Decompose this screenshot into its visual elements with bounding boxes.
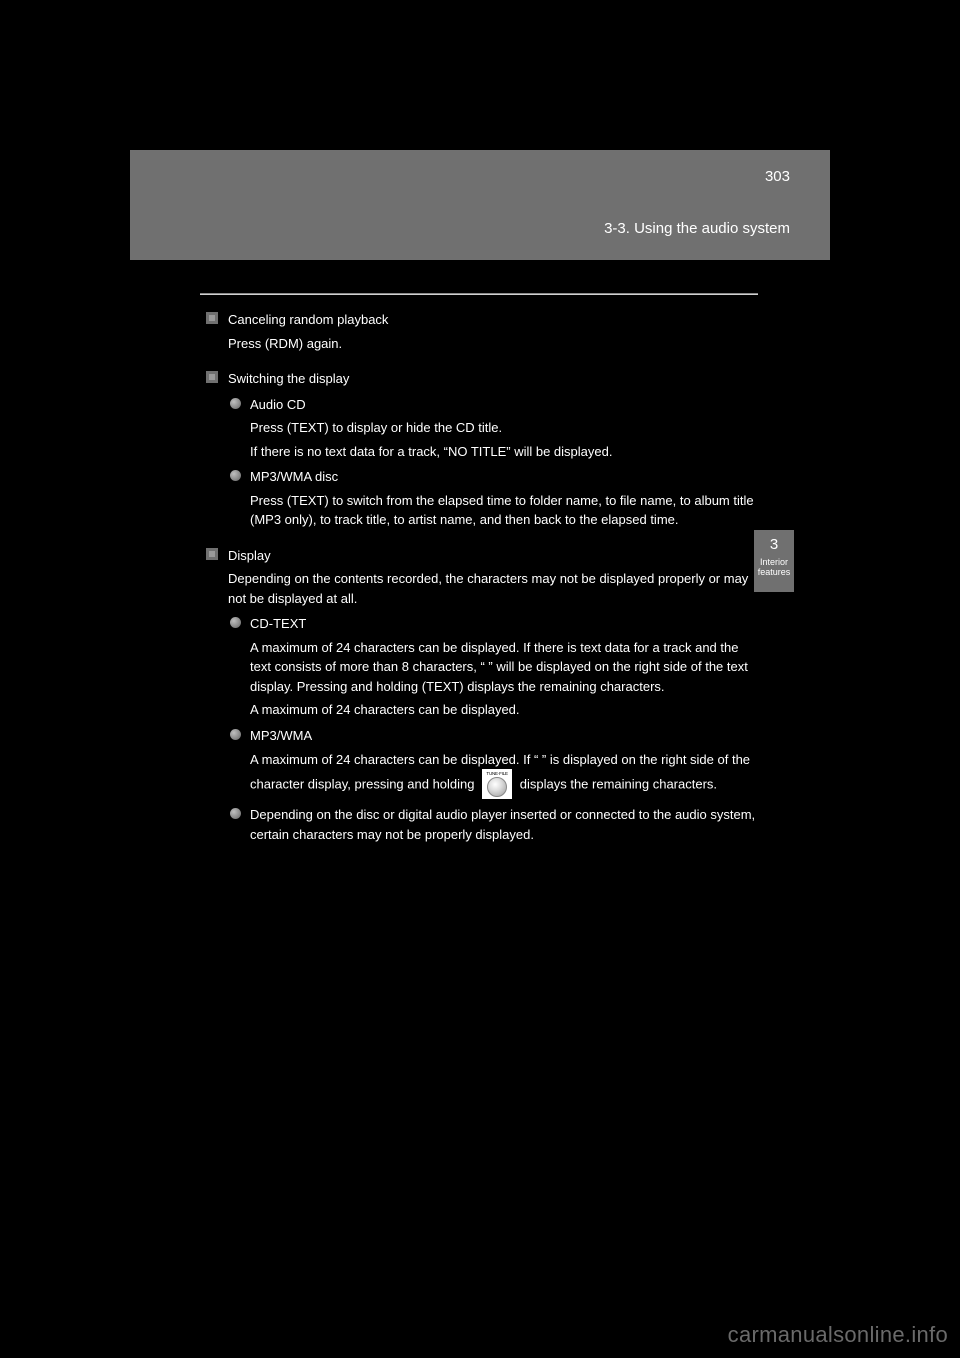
side-tab-caption: Interior features xyxy=(754,557,794,577)
bullet-lead: Audio CD xyxy=(250,395,760,415)
divider-line xyxy=(200,293,758,295)
block-title: Display xyxy=(228,546,760,566)
section-label: 3-3. Using the audio system xyxy=(604,220,790,237)
bullet-after: If there is no text data for a track, “N… xyxy=(250,442,760,462)
content-region: Canceling random playback Press (RDM) ag… xyxy=(200,310,760,860)
block-title: Switching the display xyxy=(228,369,760,389)
bullet-lead: MP3/WMA disc xyxy=(250,467,760,487)
block-body: Press (RDM) again. xyxy=(228,334,760,354)
tune-file-knob-icon: TUNE·FILE xyxy=(482,769,512,799)
bullet-lead: MP3/WMA xyxy=(250,726,760,746)
bullet-after: A maximum of 24 characters can be displa… xyxy=(250,700,760,720)
block-title: Canceling random playback xyxy=(228,310,760,330)
bullet-lead: Depending on the disc or digital audio p… xyxy=(250,805,760,844)
header-band: 303 3-3. Using the audio system xyxy=(130,150,830,260)
page-number: 303 xyxy=(765,168,790,185)
bullet-cd-text: CD-TEXT A maximum of 24 characters can b… xyxy=(228,614,760,720)
round-bullet-icon xyxy=(230,808,241,819)
bullet-body-with-knob: A maximum of 24 characters can be displa… xyxy=(250,749,760,799)
bullet-audio-cd: Audio CD Press (TEXT) to display or hide… xyxy=(228,395,760,462)
round-bullet-icon xyxy=(230,398,241,409)
body-after: displays the remaining characters. xyxy=(520,777,717,792)
bullet-mp3-wma-2: MP3/WMA A maximum of 24 characters can b… xyxy=(228,726,760,800)
block-cancel-random: Canceling random playback Press (RDM) ag… xyxy=(200,310,760,353)
bullet-body: Press (TEXT) to switch from the elapsed … xyxy=(250,491,760,530)
watermark: carmanualsonline.info xyxy=(728,1322,948,1348)
round-bullet-icon xyxy=(230,617,241,628)
square-bullet-icon xyxy=(206,371,218,383)
bullet-body: A maximum of 24 characters can be displa… xyxy=(250,638,760,697)
round-bullet-icon xyxy=(230,729,241,740)
square-bullet-icon xyxy=(206,548,218,560)
bullet-depending: Depending on the disc or digital audio p… xyxy=(228,805,760,844)
side-tab: 3 Interior features xyxy=(754,530,794,592)
block-body: Depending on the contents recorded, the … xyxy=(228,569,760,608)
knob-dial-icon xyxy=(487,777,507,797)
side-tab-number: 3 xyxy=(754,536,794,553)
bullet-mp3-wma: MP3/WMA disc Press (TEXT) to switch from… xyxy=(228,467,760,530)
bullet-body: Press (TEXT) to display or hide the CD t… xyxy=(250,418,760,438)
round-bullet-icon xyxy=(230,470,241,481)
square-bullet-icon xyxy=(206,312,218,324)
bullet-lead: CD-TEXT xyxy=(250,614,760,634)
block-switching-display: Switching the display Audio CD Press (TE… xyxy=(200,369,760,530)
block-display: Display Depending on the contents record… xyxy=(200,546,760,845)
